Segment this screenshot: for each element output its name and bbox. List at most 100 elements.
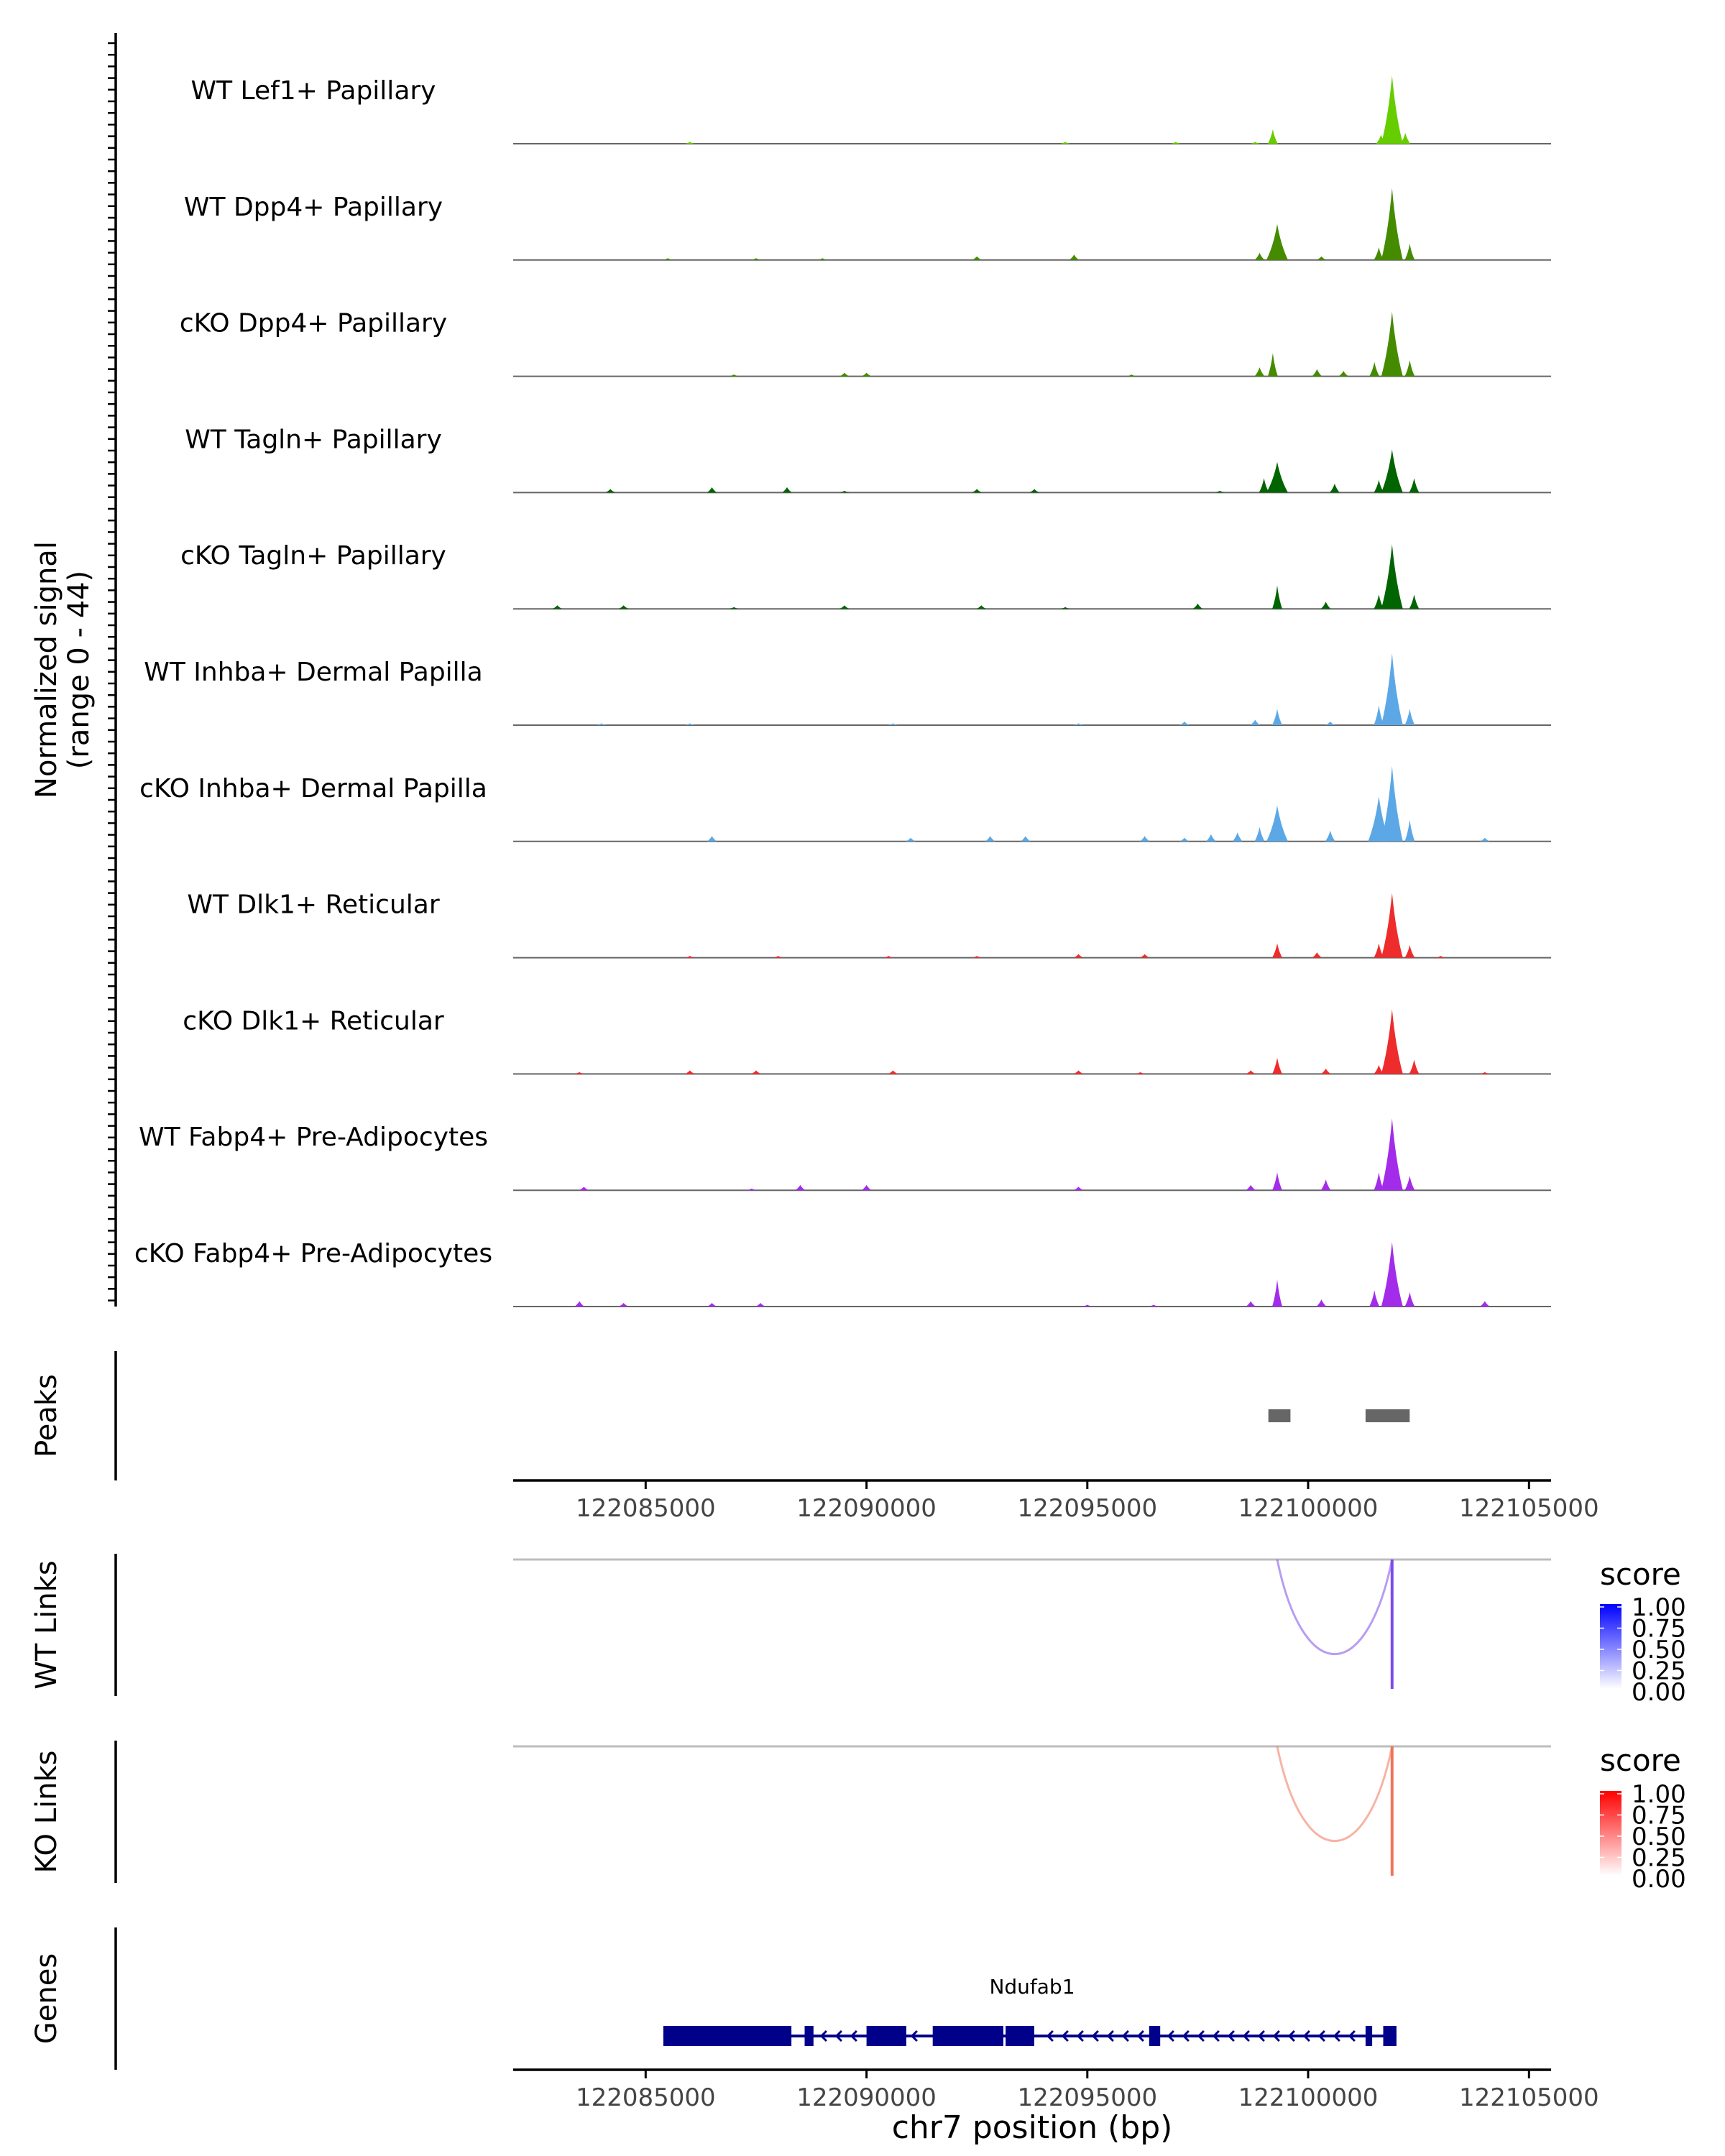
track-label: WT Dpp4+ Papillary — [184, 193, 443, 222]
coverage-peak — [1250, 142, 1261, 144]
strand-arrow — [1061, 2030, 1069, 2042]
coverage-peak — [707, 487, 717, 493]
coverage-peak — [707, 1303, 717, 1307]
strand-arrow — [1197, 2030, 1205, 2042]
coverage-peak — [1020, 836, 1031, 842]
coverage-peak — [729, 374, 740, 377]
coverage-peak — [1073, 723, 1084, 725]
coverage-peak — [552, 605, 563, 609]
coverage-peak — [1404, 945, 1415, 958]
coverage-peak — [1404, 1176, 1415, 1191]
coverage-peak — [1381, 653, 1403, 725]
x-tick-label: 122095000 — [1017, 1494, 1157, 1523]
coverage-peak — [1316, 256, 1327, 260]
coverage-peak — [684, 723, 695, 725]
coverage-peak — [1246, 1301, 1256, 1307]
coverage-peak — [618, 605, 629, 609]
coverage-peak — [1192, 603, 1203, 609]
strand-arrow — [1227, 2030, 1235, 2042]
coverage-peak — [1139, 954, 1150, 958]
coverage-peak — [574, 1301, 585, 1307]
x-tick-label: 122090000 — [796, 2083, 937, 2112]
coverage-peak — [596, 723, 607, 725]
x-tick-label: 122100000 — [1238, 2083, 1379, 2112]
gene-exon — [1149, 2026, 1161, 2046]
coverage-peak — [1060, 142, 1071, 144]
strand-arrow — [1091, 2030, 1099, 2042]
coverage-ylabel-line1: Normalized signal — [30, 541, 63, 798]
coverage-track: cKO Dpp4+ Papillary — [180, 309, 1551, 377]
coverage-peak — [1259, 478, 1269, 493]
coverage-peak — [1250, 719, 1261, 725]
coverage-peak — [1325, 830, 1335, 842]
gene-name-label: Ndufab1 — [989, 1975, 1075, 1999]
coverage-peak — [1409, 594, 1420, 609]
genes-panel: Genes Ndufab1 122085000 122090000 12209500… — [30, 1927, 1599, 2146]
track-label: WT Inhba+ Dermal Papilla — [144, 658, 482, 687]
x-tick-label: 122100000 — [1238, 1494, 1379, 1523]
colorbar-tick-label: 0.75 — [1632, 1802, 1686, 1830]
track-label: cKO Dpp4+ Papillary — [180, 309, 447, 338]
colorbar-tick-label: 1.00 — [1632, 1593, 1686, 1622]
coverage-peak — [605, 489, 616, 493]
coverage-track: WT Tagln+ Papillary — [185, 425, 1551, 494]
coverage-peak — [1479, 837, 1490, 842]
colorbar — [1600, 1791, 1622, 1876]
coverage-peak — [795, 1184, 806, 1191]
strand-arrow — [1242, 2030, 1250, 2042]
coverage-peak — [1369, 361, 1380, 377]
coverage-peak — [1312, 369, 1322, 377]
coverage-peak — [1374, 247, 1384, 260]
coverage-peak — [906, 837, 916, 842]
coverage-peak — [1267, 129, 1278, 144]
coverage-peak — [1374, 943, 1384, 958]
coverage-peak — [1381, 544, 1403, 609]
coverage-peak — [1246, 1184, 1256, 1191]
track-label: WT Tagln+ Papillary — [185, 425, 442, 454]
ko-links-legend-title: score — [1600, 1743, 1681, 1778]
coverage-peak — [1139, 836, 1150, 842]
coverage-peak — [1381, 893, 1403, 958]
coverage-peak — [861, 372, 872, 377]
coverage-peak — [1266, 224, 1288, 260]
link-arc — [1276, 1559, 1394, 1656]
coverage-peak — [839, 490, 850, 493]
coverage-peak — [1126, 374, 1137, 377]
peaks-x-axis-ticks: 122085000 122090000 122095000 122100000 1221… — [576, 1480, 1599, 1523]
track-label: cKO Inhba+ Dermal Papilla — [139, 774, 487, 803]
coverage-peak — [1404, 709, 1415, 725]
coverage-peak — [707, 836, 717, 842]
ko-links-ylabel: KO Links — [30, 1751, 63, 1874]
coverage-peak — [1254, 252, 1265, 260]
coverage-peak — [1272, 1279, 1282, 1307]
coverage-peak — [1060, 607, 1071, 609]
coverage-peak — [773, 956, 783, 958]
coverage-peak — [1254, 367, 1265, 377]
coverage-peak — [1404, 1292, 1415, 1307]
ko-links-colorbar: 1.000.750.500.250.00 — [1600, 1780, 1686, 1894]
coverage-peak — [1073, 1187, 1084, 1191]
coverage-peak — [888, 723, 898, 725]
wt-links-legend-title: score — [1600, 1557, 1681, 1592]
coverage-peak — [1267, 353, 1278, 377]
coverage-track: cKO Tagln+ Papillary — [180, 541, 1551, 610]
strand-arrow — [1212, 2030, 1220, 2042]
strand-arrow — [1121, 2030, 1129, 2042]
colorbar-tick-label: 0.00 — [1632, 1678, 1686, 1707]
link-arc — [1276, 1746, 1394, 1843]
strand-arrow — [1333, 2030, 1340, 2042]
wt-links-panel: WT Links score 1.000.750.500.250.00 — [30, 1554, 1686, 1707]
coverage-peak — [663, 258, 673, 260]
x-tick-label: 122085000 — [576, 2083, 716, 2112]
strand-arrow — [1257, 2030, 1265, 2042]
coverage-peak — [1272, 1057, 1282, 1074]
coverage-peak — [839, 372, 850, 377]
strand-arrow — [1106, 2030, 1114, 2042]
coverage-peak — [1149, 1304, 1159, 1307]
coverage-peak — [684, 956, 695, 958]
coverage-peak — [972, 489, 983, 493]
coverage-peak — [1312, 952, 1322, 958]
coverage-peak — [1381, 765, 1403, 842]
coverage-peak — [1381, 1242, 1403, 1307]
